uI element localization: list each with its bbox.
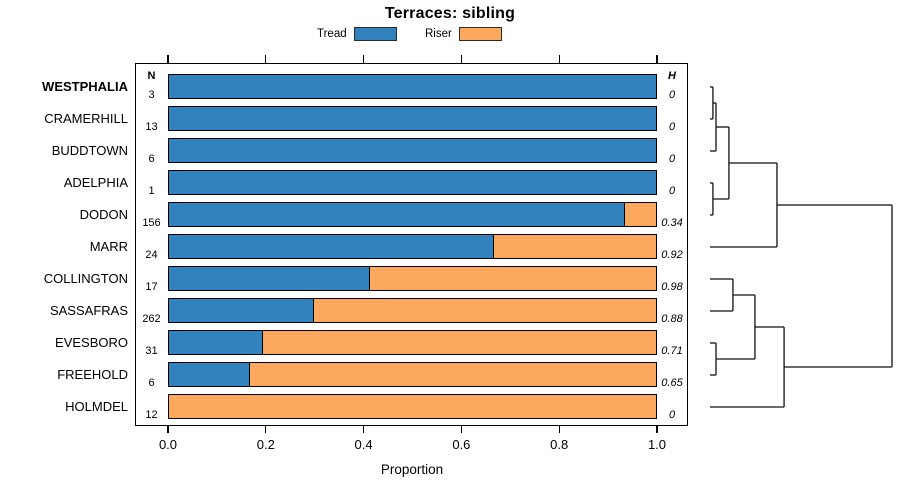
tread-segment [169, 299, 315, 322]
row-label: MARR [89, 239, 128, 254]
riser-segment [314, 299, 656, 322]
proportion-bar [168, 106, 657, 131]
h-value: 0.34 [661, 217, 683, 229]
x-tick-label: 0.0 [158, 437, 178, 452]
tread-segment [169, 75, 656, 98]
h-value: 0 [668, 89, 676, 101]
n-value: 24 [145, 249, 158, 261]
n-value: 6 [148, 153, 155, 165]
h-value: 0 [668, 409, 676, 421]
legend-label-riser: Riser [425, 28, 452, 40]
n-value: 13 [145, 121, 158, 133]
row-label: SASSAFRAS [49, 303, 128, 318]
proportion-bar [168, 170, 657, 195]
riser-segment [493, 235, 656, 258]
tread-segment [169, 139, 656, 162]
row-label: FREEHOLD [57, 367, 128, 382]
row-label: COLLINGTON [43, 271, 128, 286]
tread-segment [169, 171, 656, 194]
riser-segment [263, 331, 656, 354]
row-label: WESTPHALIA [42, 79, 128, 94]
x-tick-bottom [558, 425, 560, 433]
x-tick-label: 0.2 [256, 437, 275, 452]
n-value: 12 [145, 409, 158, 421]
x-tick-bottom [363, 425, 365, 433]
row-label: HOLMDEL [65, 399, 128, 414]
h-value: 0.71 [661, 345, 683, 357]
riser-segment [624, 203, 656, 226]
proportion-bar [168, 234, 657, 259]
proportion-bar [168, 298, 657, 323]
tread-segment [169, 267, 370, 290]
x-tick-top [656, 55, 658, 63]
x-axis-title: Proportion [380, 462, 444, 477]
n-value: 1 [148, 185, 155, 197]
proportion-bar [168, 362, 657, 387]
n-value: 156 [142, 217, 161, 229]
h-value: 0 [668, 121, 676, 133]
n-value: 3 [148, 89, 155, 101]
h-value: 0.92 [661, 249, 683, 261]
proportion-bar [168, 74, 657, 99]
n-column-header: N [147, 70, 156, 82]
x-tick-bottom [656, 425, 658, 433]
h-value: 0.65 [661, 377, 683, 389]
row-label: CRAMERHILL [44, 111, 128, 126]
x-tick-top [265, 55, 267, 63]
tread-segment [169, 203, 625, 226]
n-value: 17 [145, 281, 158, 293]
row-label: ADELPHIA [63, 175, 128, 190]
proportion-bar [168, 202, 657, 227]
x-tick-label: 1.0 [647, 437, 667, 452]
x-tick-top [167, 55, 169, 63]
x-tick-label: 0.6 [452, 437, 471, 452]
legend-item-riser: Riser [425, 27, 502, 41]
legend-swatch-tread [353, 27, 397, 41]
proportion-bar [168, 394, 657, 419]
x-tick-label: 0.8 [550, 437, 569, 452]
n-value: 262 [142, 313, 161, 325]
tread-segment [169, 331, 264, 354]
tread-segment [169, 235, 494, 258]
x-tick-bottom [460, 425, 462, 433]
n-value: 6 [148, 377, 155, 389]
x-tick-top [460, 55, 462, 63]
chart-title: Terraces: sibling [384, 5, 516, 22]
x-tick-top [558, 55, 560, 63]
x-tick-label: 0.4 [354, 437, 373, 452]
legend-swatch-riser [458, 27, 502, 41]
proportion-bar [168, 138, 657, 163]
x-tick-top [363, 55, 365, 63]
x-tick-bottom [265, 425, 267, 433]
riser-segment [169, 395, 656, 418]
proportion-bar [168, 330, 657, 355]
h-value: 0.88 [661, 313, 683, 325]
legend-item-tread: Tread [317, 27, 397, 41]
h-value: 0.98 [661, 281, 683, 293]
row-label: DODON [79, 207, 128, 222]
n-value: 31 [145, 345, 158, 357]
riser-segment [369, 267, 656, 290]
x-tick-bottom [167, 425, 169, 433]
h-column-header: H [668, 70, 676, 82]
proportion-bar [168, 266, 657, 291]
row-label: EVESBORO [55, 335, 128, 350]
h-value: 0 [668, 153, 676, 165]
h-value: 0 [668, 185, 676, 197]
tread-segment [169, 363, 251, 386]
legend-label-tread: Tread [317, 28, 347, 40]
riser-segment [250, 363, 656, 386]
row-label: BUDDTOWN [51, 143, 128, 158]
tread-segment [169, 107, 656, 130]
